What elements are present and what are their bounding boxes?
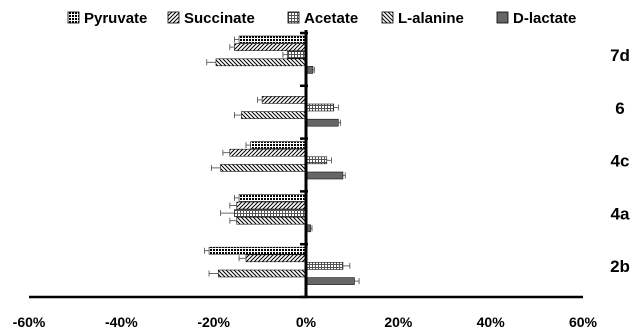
bar-succinate-4a <box>236 201 307 210</box>
bar-succinate-7d <box>234 43 307 51</box>
legend-item-succinate: Succinate <box>167 10 255 27</box>
legend-label-d-lactate: D-lactate <box>513 10 576 27</box>
legend-item-pyruvate: Pyruvate <box>67 10 147 27</box>
axes-layer: -60% -40% -20% 0% 20% 40% 60% <box>13 30 598 329</box>
bar-succinate-4c <box>229 148 307 157</box>
x-tick-label-0: 0% <box>296 314 317 329</box>
bar-acetate-4a <box>234 209 307 217</box>
bar-l-alanine-6 <box>241 111 307 119</box>
legend-label-acetate: Acetate <box>304 10 358 27</box>
bar-group-6: 6 <box>234 96 625 127</box>
legend-item-d-lactate: D-lactate <box>496 10 576 27</box>
bar-group-2b: 2b <box>204 246 630 285</box>
category-label-6: 6 <box>615 99 624 118</box>
category-label-2b: 2b <box>610 257 630 276</box>
bar-acetate-2b <box>305 262 344 270</box>
bar-acetate-7d <box>287 50 307 59</box>
bar-group-7d: 7d <box>206 35 630 74</box>
bar-d-lactate-6 <box>305 118 339 127</box>
legend-swatch-succinate <box>167 11 180 24</box>
bar-group-4c: 4c <box>210 141 630 180</box>
bar-l-alanine-7d <box>215 58 307 67</box>
legend-swatch-d-lactate <box>496 11 509 24</box>
bar-acetate-4c <box>305 156 328 165</box>
category-label-4c: 4c <box>611 152 630 171</box>
legend-label-succinate: Succinate <box>184 10 255 27</box>
bar-succinate-2b <box>245 254 307 263</box>
legend-swatch-l-alanine <box>381 11 394 24</box>
category-label-7d: 7d <box>610 46 630 65</box>
bar-d-lactate-2b <box>305 277 355 285</box>
bars-layer: 7d 6 4c 4a 2b <box>204 35 630 285</box>
bar-l-alanine-4a <box>236 216 307 225</box>
x-tick-label-40: 40% <box>477 314 506 329</box>
x-tick-label-20: 20% <box>384 314 413 329</box>
legend: Pyruvate Succinate Acetate L-alanine D-lacta… <box>67 10 576 27</box>
x-tick-label-60: -60% <box>13 314 46 329</box>
bar-d-lactate-4c <box>305 171 344 180</box>
bar-pyruvate-2b <box>208 246 307 255</box>
bar-succinate-6 <box>261 96 307 104</box>
bar-acetate-6 <box>305 103 335 112</box>
bar-pyruvate-4a <box>238 194 307 202</box>
bar-pyruvate-7d <box>238 35 307 44</box>
bar-l-alanine-4c <box>220 164 307 172</box>
legend-label-pyruvate: Pyruvate <box>84 10 147 27</box>
x-tick-label-60: 60% <box>569 314 598 329</box>
bar-pyruvate-4c <box>250 141 307 149</box>
bar-group-4a: 4a <box>220 194 630 233</box>
x-tick-label-20: -20% <box>197 314 230 329</box>
x-tick-label-40: -40% <box>105 314 138 329</box>
bar-l-alanine-2b <box>217 269 307 278</box>
category-label-4a: 4a <box>611 204 630 223</box>
legend-label-l-alanine: L-alanine <box>398 10 464 27</box>
legend-item-acetate: Acetate <box>287 10 358 27</box>
legend-swatch-pyruvate <box>67 11 80 24</box>
legend-item-l-alanine: L-alanine <box>381 10 464 27</box>
legend-swatch-acetate <box>287 11 300 24</box>
